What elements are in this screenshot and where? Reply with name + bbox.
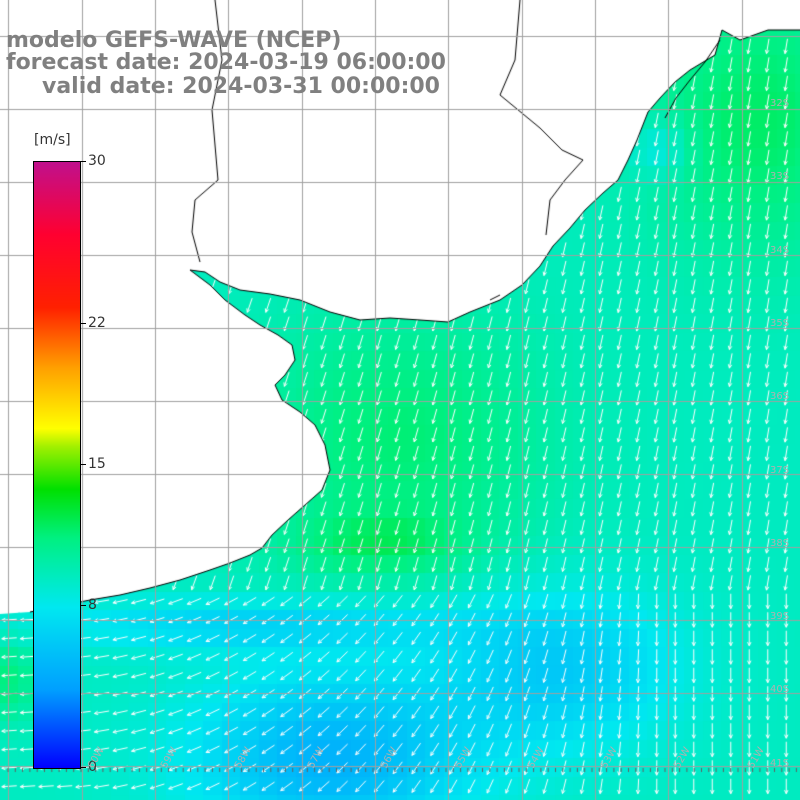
colorbar-tick-label: 8 [88,597,97,614]
colorbar-tick [80,605,86,607]
colorbar-units: [m/s] [34,132,71,148]
colorbar-tick-label: 0 [88,759,97,775]
valid-date: valid date: 2024-03-31 00:00:00 [42,74,440,99]
latitude-label: 40S [770,684,790,696]
latitude-label: 34S [770,244,790,256]
model-title: modelo GEFS-WAVE (NCEP) [6,28,342,53]
colorbar-tick [80,464,86,465]
latitude-label: 36S [770,391,790,403]
colorbar-tick-label: 22 [88,314,106,331]
latitude-label: 38S [770,537,790,549]
latitude-label: 33S [770,171,790,183]
latitude-label: 41S [770,757,790,769]
colorbar-tick [80,322,86,324]
colorbar-tick [80,767,86,768]
colorbar [33,161,81,769]
colorbar-tick-label: 30 [88,153,106,169]
latitude-label: 35S [770,317,790,329]
latitude-label: 37S [770,464,790,476]
latitude-label: 39S [770,611,790,623]
latitude-label: 32S [770,98,790,109]
colorbar-tick-label: 15 [88,456,106,472]
colorbar-tick [80,161,86,162]
forecast-date: forecast date: 2024-03-19 06:00:00 [6,50,446,75]
